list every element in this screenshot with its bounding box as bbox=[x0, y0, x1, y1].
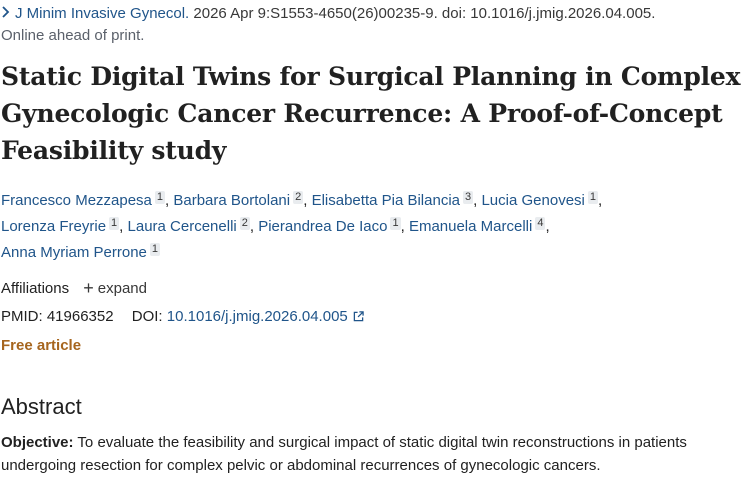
author-separator: , bbox=[545, 218, 550, 235]
author-item: Lorenza Freyrie 1, bbox=[1, 217, 128, 235]
author-item: Lucia Genovesi 1, bbox=[481, 191, 603, 209]
affiliation-number[interactable]: 4 bbox=[535, 217, 546, 230]
affiliation-number[interactable]: 1 bbox=[587, 191, 598, 204]
author-item: Laura Cercenelli 2, bbox=[127, 217, 259, 235]
free-article-badge: Free article bbox=[1, 337, 82, 354]
citation-details: 2026 Apr 9:S1553-4650(26)00235-9. doi: 1… bbox=[189, 5, 656, 22]
expand-affiliations-button[interactable]: + expand bbox=[83, 278, 147, 298]
affiliations-row: Affiliations + expand bbox=[1, 278, 746, 299]
pmid-label: PMID: bbox=[1, 308, 43, 325]
abstract-heading: Abstract bbox=[1, 394, 82, 419]
identifiers-row: PMID: 41966352 DOI: 10.1016/j.jmig.2026.… bbox=[1, 307, 746, 327]
author-separator: , bbox=[249, 218, 255, 235]
author-link[interactable]: Elisabetta Pia Bilancia bbox=[311, 192, 460, 209]
author-item: Emanuela Marcelli 4, bbox=[408, 217, 550, 235]
author-separator: , bbox=[473, 192, 478, 209]
expand-label: expand bbox=[97, 280, 147, 297]
author-separator: , bbox=[598, 192, 603, 209]
authors-list: Francesco Mezzapesa 1, Barbara Bortolani 2… bbox=[1, 188, 746, 266]
affiliations-label: Affiliations bbox=[1, 280, 70, 297]
external-link-icon bbox=[353, 311, 364, 322]
affiliation-number[interactable]: 1 bbox=[149, 243, 161, 256]
objective-label: Objective: bbox=[1, 434, 74, 451]
publication-status: Online ahead of print. bbox=[1, 27, 145, 44]
affiliation-number[interactable]: 2 bbox=[239, 217, 250, 230]
author-link[interactable]: Emanuela Marcelli bbox=[408, 218, 533, 235]
author-link[interactable]: Francesco Mezzapesa bbox=[1, 192, 152, 209]
objective-text: To evaluate the feasibility and surgical… bbox=[1, 434, 687, 474]
article-title: Static Digital Twins for Surgical Planni… bbox=[1, 62, 741, 165]
author-separator: , bbox=[165, 192, 170, 209]
article-page: J Minim Invasive Gynecol. 2026 Apr 9:S15… bbox=[1, 0, 746, 477]
affiliation-number[interactable]: 3 bbox=[463, 191, 474, 204]
author-item: Barbara Bortolani 2, bbox=[173, 191, 311, 209]
author-link[interactable]: Lorenza Freyrie bbox=[1, 218, 107, 235]
author-link[interactable]: Anna Myriam Perrone bbox=[1, 244, 147, 261]
author-item: Pierandrea De Iaco 1, bbox=[258, 217, 409, 235]
author-item: Anna Myriam Perrone 1 bbox=[1, 243, 161, 261]
author-item: Elisabetta Pia Bilancia 3, bbox=[311, 191, 482, 209]
author-link[interactable]: Pierandrea De Iaco bbox=[258, 218, 388, 235]
author-link[interactable]: Laura Cercenelli bbox=[127, 218, 237, 235]
author-separator: , bbox=[119, 218, 124, 235]
author-link[interactable]: Lucia Genovesi bbox=[481, 192, 585, 209]
doi-value: 10.1016/j.jmig.2026.04.005 bbox=[166, 308, 348, 325]
doi-label: DOI: bbox=[131, 308, 163, 325]
affiliation-number[interactable]: 2 bbox=[293, 191, 304, 204]
chevron-right-icon[interactable] bbox=[1, 4, 15, 24]
plus-icon: + bbox=[83, 278, 94, 298]
citation-line: J Minim Invasive Gynecol. 2026 Apr 9:S15… bbox=[1, 4, 746, 24]
affiliation-number[interactable]: 1 bbox=[109, 217, 120, 230]
abstract-objective: Objective: To evaluate the feasibility a… bbox=[1, 431, 741, 477]
author-link[interactable]: Barbara Bortolani bbox=[173, 192, 291, 209]
journal-link[interactable]: J Minim Invasive Gynecol. bbox=[15, 5, 190, 22]
author-separator: , bbox=[400, 218, 405, 235]
doi-link[interactable]: 10.1016/j.jmig.2026.04.005 bbox=[167, 308, 364, 325]
author-separator: , bbox=[303, 192, 308, 209]
author-item: Francesco Mezzapesa 1, bbox=[1, 191, 173, 209]
pmid-value: 41966352 bbox=[46, 308, 114, 325]
affiliation-number[interactable]: 1 bbox=[390, 217, 401, 230]
affiliation-number[interactable]: 1 bbox=[154, 191, 166, 204]
